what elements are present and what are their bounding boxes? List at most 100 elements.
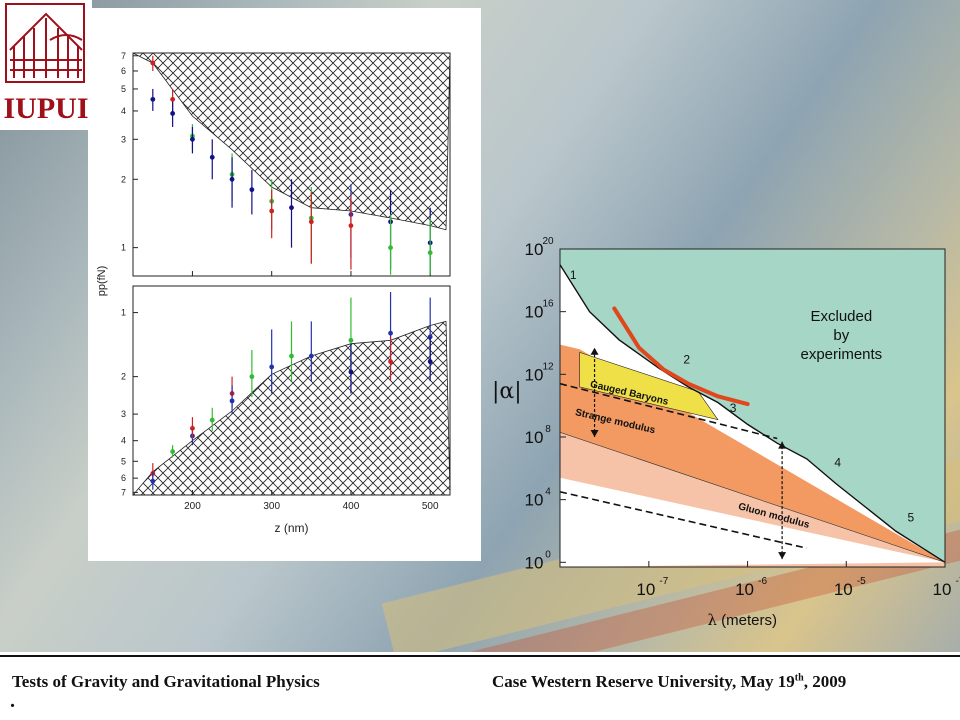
y-tick-label: 6 [121,473,126,483]
data-point [308,353,314,359]
data-point [209,417,215,423]
curve-number: 2 [683,352,690,366]
data-point [170,96,176,102]
university-seal-icon: IUPUI [3,3,89,125]
data-point [190,425,195,431]
footer-left-text: Tests of Gravity and Gravitational Physi… [12,672,320,691]
footer-year: , 2009 [803,672,847,691]
x-axis-label: λ (meters) [708,611,778,629]
x-axis-symbol: λ [708,611,718,629]
data-point [249,187,255,193]
x-tick-label: 10 [636,580,655,599]
dashed-line [560,382,778,440]
lower-excluded-region [132,320,451,496]
excluded-label: experiments [800,346,882,363]
y-tick-label: 4 [121,436,126,446]
arrow-head [590,429,599,437]
y-tick-label: 10 [525,240,544,259]
data-point [150,60,156,66]
y-tick-exponent: 8 [545,424,551,435]
y-tick-label: 1 [121,243,126,253]
force-chart-panel: 7 6 5 4 3 2 1 1 2 3 4 5 6 7 200 300 400 500 z (nm) pp(fN) [88,8,481,561]
x-tick-label: 10 [735,580,754,599]
data-point [249,374,255,380]
data-point [388,245,393,251]
x-tick-label: 400 [343,501,360,512]
yukawa-chart-panel: Gauged Baryons Strange modulus Gluon modul… [478,225,960,635]
x-tick-exponent: -7 [659,576,668,587]
x-tick-label: 500 [422,501,439,512]
gauged-baryon-band [579,351,719,421]
excluded-label: Excluded [810,308,872,325]
curve-number: 4 [834,456,841,470]
arrow-head [590,347,599,355]
data-point [190,136,195,142]
y-axis-label: pp(fN) [96,266,108,297]
data-point [289,205,294,211]
footer: Tests of Gravity and Gravitational Physi… [0,652,960,720]
footer-dot: . [10,690,15,712]
y-tick-label: 7 [121,51,126,61]
lower-plot-frame [132,285,451,496]
y-tick-label: 6 [121,66,126,76]
curve-number: 1 [570,268,577,282]
x-axis-label: z (nm) [275,521,309,535]
arrow-head [778,441,787,449]
x-tick-label: 10 [834,580,853,599]
band-edge-line [560,432,945,563]
allowed-region [560,477,945,567]
y-tick-label: 10 [525,491,544,510]
y-tick-exponent: 12 [542,361,554,372]
y-tick-exponent: 20 [542,236,554,247]
footer-venue: Case Western Reserve University, May 19 [492,672,795,691]
data-point [427,359,433,365]
y-tick-label: 4 [121,106,126,116]
data-point [289,353,294,359]
data-point [170,111,176,116]
x-tick-label: 10 [933,580,952,599]
y-tick-label: 10 [525,365,544,384]
plot-frame [559,248,946,568]
y-tick-label: 10 [525,428,544,447]
data-point [150,96,156,102]
y-tick-exponent: 16 [542,299,554,310]
data-point [348,369,354,375]
upper-excluded-region [132,52,451,231]
y-axis-label: |α| [492,379,522,404]
excluded-label: by [833,327,849,344]
footer-right-text: Case Western Reserve University, May 19t… [492,672,846,692]
new-limit-curve [612,306,750,407]
data-point [348,337,354,343]
logo-text: IUPUI [3,92,88,125]
excluded-overlay [560,249,945,563]
footer-date-suffix: th [794,672,804,684]
x-axis-unit: (meters) [717,612,777,629]
y-tick-label: 3 [121,134,126,144]
arrow-head [778,552,787,560]
y-tick-label: 10 [525,303,544,322]
y-tick-label: 1 [121,308,126,318]
y-tick-label: 5 [121,456,126,466]
excluded-boundary-line [560,264,945,563]
data-point [209,154,215,160]
y-tick-label: 5 [121,84,126,94]
y-tick-exponent: 0 [545,549,551,560]
x-tick-exponent: -5 [857,576,866,587]
iupui-logo: IUPUI [0,0,92,130]
data-point [388,330,393,336]
data-point [269,208,275,214]
data-point [308,219,314,225]
y-tick-label: 10 [525,553,544,572]
x-tick-exponent: -7 [956,576,960,587]
data-point [229,398,235,404]
data-point [150,478,156,484]
data-point [170,449,176,454]
upper-plot-frame [132,52,451,277]
y-tick-label: 7 [121,487,126,497]
dashed-line [560,491,807,549]
force-chart: 7 6 5 4 3 2 1 1 2 3 4 5 6 7 200 300 400 500 z (nm) pp(fN) [96,51,451,535]
data-point [269,364,275,370]
